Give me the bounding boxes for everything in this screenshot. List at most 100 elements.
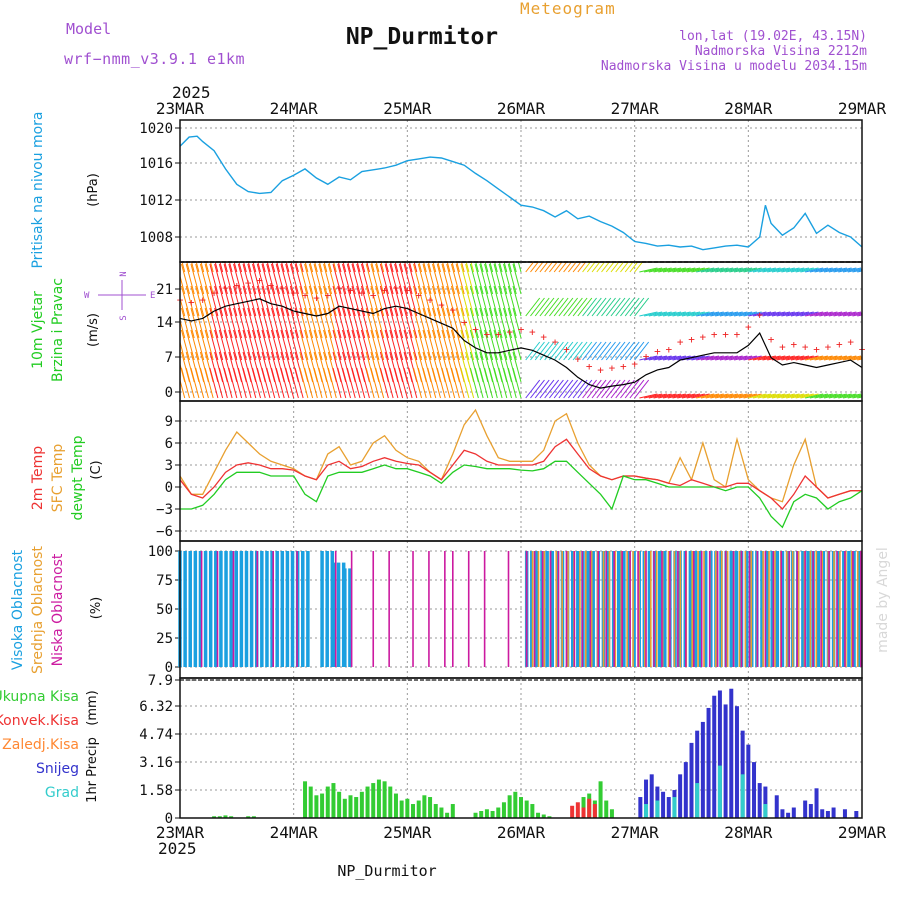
wind-barb-200 <box>304 329 314 361</box>
wind-barb-345 <box>403 285 413 317</box>
precip-bar-2-4 <box>661 791 666 818</box>
wind-barb-359 <box>413 285 423 317</box>
wind-barb-664 <box>705 311 724 317</box>
wind-barb-431 <box>460 329 470 361</box>
cloud-bar-0-4-552 <box>806 551 810 667</box>
wind-barb-434 <box>470 262 475 273</box>
cloud-bar-0-4-525 <box>775 551 780 667</box>
wind-barb-492 <box>503 285 513 317</box>
gust-mark-35: + <box>575 353 582 366</box>
wind-barb-178 <box>289 307 299 339</box>
model-altitude-label: Nadmorska Visina u modelu 2034.15m <box>601 59 867 74</box>
wind-barb-185 <box>294 307 304 339</box>
ytick-label-2-1: 6 <box>165 436 173 452</box>
wind-barb-673 <box>715 355 734 361</box>
wind-barb-497 <box>513 262 517 273</box>
gust-mark-57: + <box>825 340 832 353</box>
wind-barb-550 <box>567 379 583 399</box>
precip-bar-2-7 <box>678 774 683 818</box>
gust-mark-33: + <box>552 335 559 348</box>
cloud-bar-2-3-326 <box>549 551 552 667</box>
wind-barb-32 <box>190 329 200 361</box>
cloud-bar-2-3-564 <box>820 551 822 667</box>
wind-barb-512 <box>525 297 541 317</box>
wind-barb-316 <box>384 263 394 295</box>
gust-mark-25: + <box>461 316 468 329</box>
wind-barb-151 <box>270 329 280 361</box>
wind-barb-753 <box>809 355 829 361</box>
wind-barb-430 <box>460 307 470 339</box>
cloud-bar-2-3-494 <box>740 551 743 667</box>
cloud-bar-0-0-36 <box>219 551 223 667</box>
wind-barb-282 <box>360 285 370 317</box>
cloud-bar-0-4-386 <box>617 551 621 667</box>
compass-e: E <box>150 291 155 301</box>
cloud-bar-2-2-170 <box>372 551 375 667</box>
wind-barb-191 <box>299 285 309 317</box>
wind-barb-65 <box>214 285 224 317</box>
time-label-top-1: 24MAR <box>270 99 319 118</box>
precip-bar-0-42 <box>524 800 529 818</box>
cloud-bar-2-0-82 <box>272 551 275 667</box>
wind-barb-677 <box>719 355 739 361</box>
wind-barb-255 <box>342 307 351 339</box>
wind-barb-142 <box>266 285 276 317</box>
temp-2m-line <box>179 438 862 510</box>
wind-barb-174 <box>285 367 295 399</box>
wind-barb-560 <box>582 297 597 317</box>
temp-dew-label: dewpt Temp <box>70 435 86 520</box>
cloud-bar-1-0-430 <box>667 551 670 667</box>
ytick-label-2-3: 0 <box>165 480 173 496</box>
wind-barb-265 <box>346 367 356 399</box>
wind-side-label: 10m Vjetar Brzina i Pravac (m/s) N S W E <box>30 271 155 382</box>
precip-bar-2-32 <box>831 807 836 818</box>
wind-barb-86 <box>228 285 238 317</box>
wind-barb-653 <box>691 355 710 361</box>
wind-barb-302 <box>375 263 385 295</box>
wind-barb-631 <box>667 267 686 273</box>
wind-barb-125 <box>252 367 261 399</box>
cloud-bar-1-0-388 <box>620 551 623 667</box>
wind-barb-311 <box>379 307 389 339</box>
wind-barb-559 <box>582 262 591 273</box>
wind-barb-106 <box>242 263 252 295</box>
wind-barb-288 <box>365 263 375 295</box>
precip-bar-0-23 <box>399 800 404 818</box>
wind-barb-765 <box>824 355 843 361</box>
wind-barb-87 <box>228 307 238 339</box>
panel-pressure: 1020 1016 1012 1008 <box>139 120 863 262</box>
wind-barb-56 <box>214 262 219 273</box>
compass-icon: N S W E <box>84 271 155 320</box>
wind-barb-665 <box>705 355 724 361</box>
precip-bar-2-22 <box>763 786 768 818</box>
wind-barb-127 <box>256 263 266 295</box>
wind-barb-750 <box>805 393 824 399</box>
cloud-bar-1-0-373 <box>602 551 605 667</box>
cloud-bar-2-3-487 <box>732 551 735 667</box>
wind-barb-353 <box>408 307 418 339</box>
wind-barb-689 <box>734 355 753 361</box>
wind-barb-659 <box>700 267 720 273</box>
wind-barb-122 <box>252 307 261 339</box>
wind-barb-261 <box>346 285 356 317</box>
wind-barb-531 <box>549 262 558 273</box>
wind-barb-598 <box>624 379 640 399</box>
wind-barb-435 <box>465 263 475 295</box>
cloud-bar-1-0-539 <box>791 551 794 667</box>
cloud-bar-2-3-557 <box>812 551 814 667</box>
ytick-label-2-2: 3 <box>165 458 173 474</box>
wind-barb-356 <box>408 367 418 399</box>
wind-barb-179 <box>289 329 299 361</box>
wind-barb-429 <box>460 285 470 317</box>
wind-barb-188 <box>294 367 304 399</box>
wind-barb-618 <box>648 393 667 399</box>
precip-bar-2-11 <box>700 721 705 818</box>
wind-barb-384 <box>427 367 437 399</box>
wind-barb-549 <box>567 341 583 361</box>
wind-barb-375 <box>422 329 432 361</box>
wind-barb-410 <box>446 329 456 361</box>
wind-barb-221 <box>318 329 328 361</box>
wind-barb-592 <box>620 297 635 317</box>
cloud-bar-1-0-544 <box>797 551 800 667</box>
